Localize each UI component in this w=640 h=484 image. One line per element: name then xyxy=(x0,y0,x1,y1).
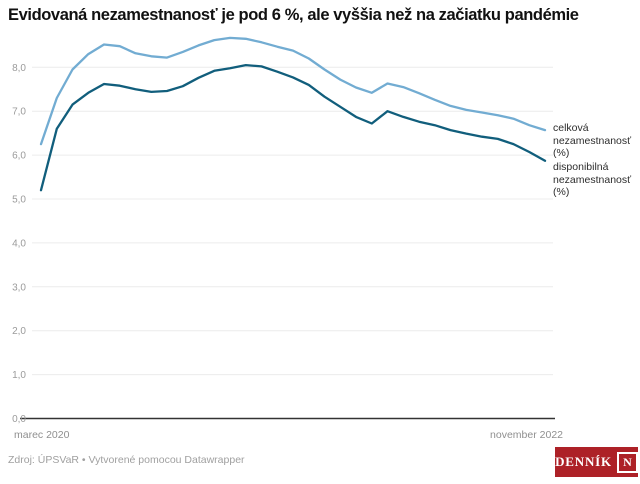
y-tick-label: 4,0 xyxy=(12,238,26,249)
legend-label-available-unemployment: disponibilná nezamestnanosť (%) xyxy=(553,161,632,198)
y-tick-label: 5,0 xyxy=(12,195,26,206)
dennikn-logo: DENNÍK N xyxy=(555,447,638,477)
chart-title: Evidovaná nezamestnanosť je pod 6 %, ale… xyxy=(8,6,579,24)
y-tick-label: 6,0 xyxy=(12,151,26,162)
x-axis-label-start: marec 2020 xyxy=(14,429,70,441)
dennikn-logo-n-icon: N xyxy=(616,451,638,473)
y-tick-label: 1,0 xyxy=(12,370,26,381)
y-tick-label: 7,0 xyxy=(12,107,26,118)
y-tick-label: 0,0 xyxy=(12,414,26,425)
y-tick-label: 8,0 xyxy=(12,63,26,74)
line-total-unemployment xyxy=(39,36,547,146)
legend-label-total-unemployment: celková nezamestnanosť (%) xyxy=(553,122,632,159)
dennikn-logo-text: DENNÍK xyxy=(555,454,612,469)
y-tick-label: 2,0 xyxy=(12,326,26,337)
source-note: Zdroj: ÚPSVaR • Vytvorené pomocou Datawr… xyxy=(8,454,245,466)
y-tick-label: 3,0 xyxy=(12,282,26,293)
line-available-unemployment xyxy=(39,63,547,192)
x-axis-label-end: november 2022 xyxy=(490,429,563,441)
